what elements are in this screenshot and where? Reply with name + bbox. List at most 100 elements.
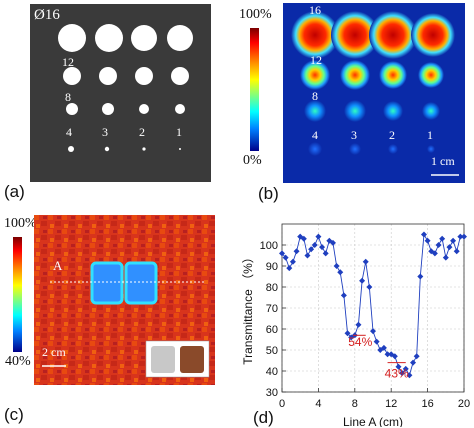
data-point-46 [446,244,453,251]
transmittance-profile-chart: 30 40 50 60 70 80 90 100 0 4 8 12 16 20 Line A (cm) Tra… [241,223,470,427]
data-point-50 [461,233,467,240]
annotation-label-1: 43% [385,366,409,380]
panel-label-b: (b) [258,184,279,203]
ytick-label-4: 70 [266,303,278,315]
data-point-13 [326,237,333,244]
colorbar-c [13,237,22,352]
spot-12a [300,60,330,90]
x-axis-label: Line A (cm) [343,415,403,427]
data-point-22 [359,277,366,284]
data-point-5 [297,233,304,240]
spot-16c [369,11,417,59]
data-point-42 [431,250,438,257]
data-point-34 [402,365,409,372]
data-point-35 [406,372,413,379]
data-point-49 [457,233,464,240]
data-point-31 [391,353,398,360]
label-b2: 2 [389,128,395,142]
spot-1 [427,145,435,153]
hole-2 [142,147,146,151]
data-point-36 [410,359,417,366]
hole-12b [99,67,117,85]
label-d1: 1 [176,125,182,139]
ytick-label-3: 60 [266,324,278,336]
sample-left [90,261,124,305]
transmittance-image-samples: A 2 cm [34,215,215,385]
xtick-label-5: 20 [458,398,470,410]
data-point-19 [348,334,355,341]
data-point-28 [380,344,387,351]
data-point-43 [435,242,442,248]
spot-12c [379,61,407,89]
annotation-label-0: 54% [348,335,372,349]
hole-12d [171,67,189,85]
spot-8c [383,101,403,121]
data-point-6 [300,235,307,242]
label-d8: 8 [65,90,71,104]
data-point-15 [333,263,340,269]
hole-16c [131,25,157,51]
label-b3: 3 [351,128,357,142]
label-b12: 12 [310,53,322,67]
data-point-25 [370,328,376,335]
spot-8b [344,100,366,122]
data-point-45 [442,254,449,261]
data-point-23 [362,258,369,265]
xtick-label-2: 8 [352,398,358,410]
spot-4 [308,142,322,156]
scale-bar-c-label: 2 cm [42,345,66,359]
data-point-7 [304,252,311,259]
colorbar-c-bottom: 40% [5,354,31,369]
data-point-40 [424,237,431,244]
hole-16b [95,24,123,52]
data-point-4 [293,248,300,255]
label-d12: 12 [62,55,74,69]
data-point-16 [337,269,344,276]
label-d16: Ø16 [34,7,60,23]
data-point-21 [355,321,362,328]
ytick-label-1: 40 [266,366,278,378]
data-point-0 [279,250,285,257]
sample-right [124,261,158,305]
xtick-label-3: 12 [385,398,397,410]
panel-label-c: (c) [4,405,24,424]
samples-svg [34,215,215,385]
hole-plate-svg [58,24,193,152]
ytick-label-5: 80 [266,282,278,294]
hole-16a [58,24,86,52]
xtick-label-0: 0 [279,398,285,410]
hole-8c [139,104,149,114]
scale-bar-b-label: 1 cm [431,154,455,168]
data-point-47 [450,237,457,244]
data-point-44 [439,235,446,242]
data-point-39 [420,231,427,238]
colorbar-b-top: 100% [239,7,272,22]
panel-label-d: (d) [253,408,274,427]
data-point-3 [289,258,296,265]
data-point-26 [373,338,380,345]
data-point-14 [329,239,336,246]
y-axis-label: Transmittance （%） [241,251,255,365]
hole-16d [167,25,193,51]
spot-8a [304,100,326,122]
ytick-label-2: 50 [266,345,278,357]
data-point-17 [340,292,347,299]
xtick-label-1: 4 [315,398,321,410]
label-b16: 16 [309,3,321,17]
data-point-8 [308,246,315,253]
hole-12a [63,67,81,85]
data-point-2 [286,265,293,272]
colorbar-b [250,28,259,151]
data-point-37 [413,353,420,360]
spot-16a [291,11,339,59]
inset-sample-gray [151,346,175,373]
data-point-1 [282,254,289,261]
data-point-48 [453,248,460,255]
spot-16b [331,11,379,59]
label-b4: 4 [312,128,318,142]
data-point-30 [388,351,395,358]
data-point-10 [315,233,322,240]
ytick-label-0: 30 [266,387,278,399]
label-d4: 4 [66,125,72,139]
data-point-24 [366,284,373,290]
